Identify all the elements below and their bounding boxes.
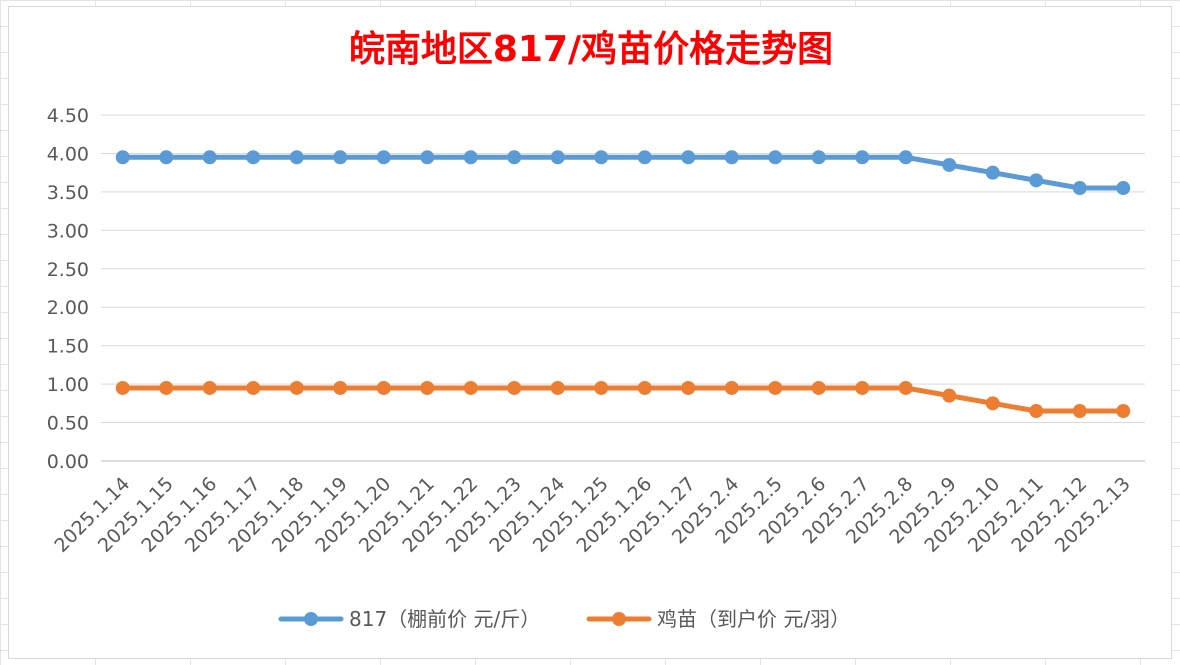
y-tick-label: 0.00 <box>47 451 89 473</box>
y-tick-label: 2.00 <box>47 297 89 319</box>
series-0-point[interactable] <box>855 150 870 165</box>
legend: 817（棚前价 元/斤） 鸡苗（到户价 元/羽） <box>278 607 850 631</box>
series-0-point[interactable] <box>289 150 304 165</box>
y-tick-label: 1.50 <box>47 336 89 358</box>
series-1-point[interactable] <box>811 380 826 395</box>
series-0-point[interactable] <box>376 150 391 165</box>
series-layer <box>115 150 1131 419</box>
series-1-point[interactable] <box>202 380 217 395</box>
series-1-point[interactable] <box>376 380 391 395</box>
series-1-point[interactable] <box>898 380 913 395</box>
series-0-point[interactable] <box>463 150 478 165</box>
series-0-point[interactable] <box>159 150 174 165</box>
series-0-point[interactable] <box>811 150 826 165</box>
series-0-point[interactable] <box>1116 181 1131 196</box>
legend-label-1[interactable]: 鸡苗（到户价 元/羽） <box>657 607 850 631</box>
x-axis-ticks: 2025.1.142025.1.152025.1.162025.1.172025… <box>50 473 1134 557</box>
series-line-1 <box>120 385 1126 414</box>
series-1-point[interactable] <box>985 396 1000 411</box>
series-0-point[interactable] <box>420 150 435 165</box>
series-0-point[interactable] <box>637 150 652 165</box>
series-1-point[interactable] <box>1029 404 1044 419</box>
series-0-point[interactable] <box>333 150 348 165</box>
series-0-point[interactable] <box>507 150 522 165</box>
series-0-point[interactable] <box>681 150 696 165</box>
series-1-point[interactable] <box>463 380 478 395</box>
series-1-point[interactable] <box>768 380 783 395</box>
y-axis-ticks: 0.00 0.50 1.00 1.50 2.00 2.50 3.00 3.50 4.00 4.50 <box>47 105 89 473</box>
series-1-point[interactable] <box>942 388 957 403</box>
series-1-point[interactable] <box>1116 404 1131 419</box>
legend-marker-0 <box>304 612 318 626</box>
series-1-point[interactable] <box>637 380 652 395</box>
y-tick-label: 1.00 <box>47 374 89 396</box>
y-tick-label: 4.50 <box>47 105 89 127</box>
series-0-point[interactable] <box>942 157 957 172</box>
y-tick-label: 3.00 <box>47 220 89 242</box>
series-1-point[interactable] <box>594 380 609 395</box>
series-1-point[interactable] <box>333 380 348 395</box>
legend-label-0[interactable]: 817（棚前价 元/斤） <box>349 607 540 631</box>
legend-marker-1 <box>612 612 626 626</box>
chart-title: 皖南地区817/鸡苗价格走势图 <box>349 29 833 70</box>
series-0-point[interactable] <box>115 150 130 165</box>
series-0-point[interactable] <box>768 150 783 165</box>
y-tick-label: 0.50 <box>47 413 89 435</box>
series-0-point[interactable] <box>985 165 1000 180</box>
series-1-point[interactable] <box>855 380 870 395</box>
gridlines <box>101 114 1145 462</box>
series-1-point[interactable] <box>246 380 261 395</box>
series-1-point[interactable] <box>1072 404 1087 419</box>
series-0-point[interactable] <box>246 150 261 165</box>
series-1-point[interactable] <box>289 380 304 395</box>
series-0-point[interactable] <box>724 150 739 165</box>
series-line-0 <box>120 154 1126 191</box>
series-1-point[interactable] <box>550 380 565 395</box>
series-1-point[interactable] <box>681 380 696 395</box>
y-tick-label: 4.00 <box>47 143 89 165</box>
series-0-point[interactable] <box>1029 173 1044 188</box>
series-0-point[interactable] <box>202 150 217 165</box>
series-1-point[interactable] <box>724 380 739 395</box>
series-1-point[interactable] <box>159 380 174 395</box>
series-0-point[interactable] <box>550 150 565 165</box>
series-0-point[interactable] <box>594 150 609 165</box>
series-0-point[interactable] <box>1072 181 1087 196</box>
y-tick-label: 3.50 <box>47 182 89 204</box>
chart-area[interactable]: 皖南地区817/鸡苗价格走势图 0.00 0.50 1.00 1.50 2.00 2.50… <box>8 6 1172 659</box>
series-1-point[interactable] <box>420 380 435 395</box>
y-tick-label: 2.50 <box>47 259 89 281</box>
series-1-point[interactable] <box>507 380 522 395</box>
series-1-point[interactable] <box>115 380 130 395</box>
series-0-point[interactable] <box>898 150 913 165</box>
line-chart: 皖南地区817/鸡苗价格走势图 0.00 0.50 1.00 1.50 2.00 2.50… <box>47 29 1145 631</box>
